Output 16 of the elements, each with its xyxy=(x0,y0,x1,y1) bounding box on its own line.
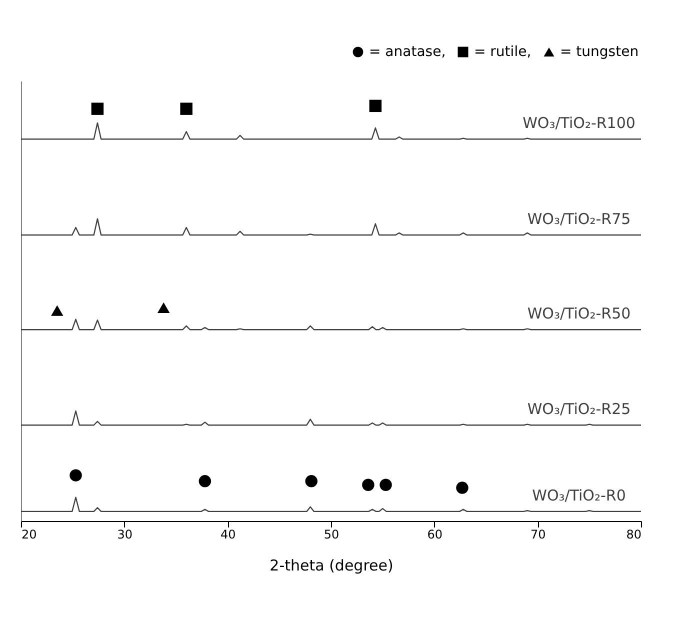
legend-label: = anatase, xyxy=(369,44,446,60)
x-tick-label: 30 xyxy=(117,528,132,542)
series-label: WO₃/TiO₂-R25 xyxy=(527,400,631,418)
x-tick-label: 20 xyxy=(22,528,37,542)
x-tick-label: 80 xyxy=(626,528,642,542)
series-label: WO₃/TiO₂-R100 xyxy=(522,114,636,132)
legend-label: = rutile, xyxy=(474,44,532,60)
legend-label: = tungsten xyxy=(560,44,639,60)
x-tick-label: 70 xyxy=(530,528,546,542)
x-tick-label: 60 xyxy=(427,528,442,542)
x-tick-label: 50 xyxy=(324,528,340,542)
x-axis-title: 2-theta (degree) xyxy=(270,556,394,574)
x-tick-label: 40 xyxy=(220,528,236,542)
series-label: WO₃/TiO₂-R0 xyxy=(532,486,626,504)
series-label: WO₃/TiO₂-R50 xyxy=(527,304,631,323)
series-label: WO₃/TiO₂-R75 xyxy=(527,210,631,228)
